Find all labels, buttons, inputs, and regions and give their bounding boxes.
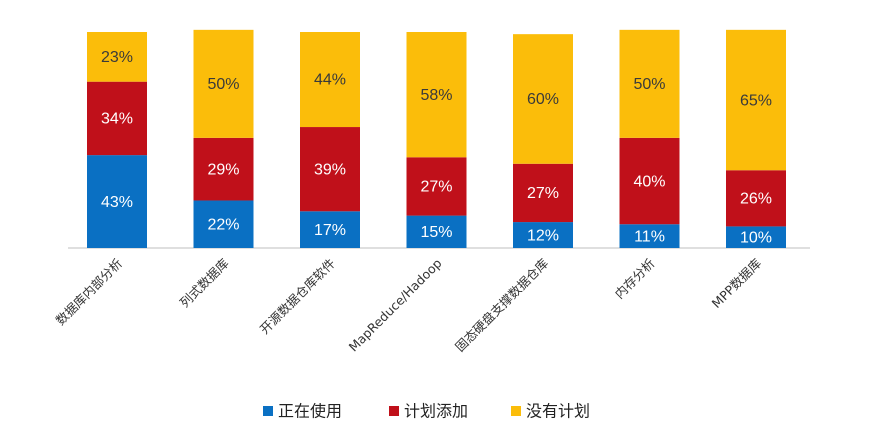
category-labels: 数据库内部分析 列式数据库 开源数据仓库软件 MapReduce/Hadoop 固态硬盘…	[53, 255, 764, 354]
data-label: 15%	[420, 224, 452, 241]
bar-segment	[726, 170, 786, 227]
data-label: 50%	[207, 76, 239, 93]
bar-segment	[300, 127, 360, 212]
data-label: 26%	[740, 191, 772, 208]
data-label: 12%	[527, 227, 559, 244]
data-label: 27%	[527, 185, 559, 202]
data-label: 34%	[101, 111, 133, 128]
bar-segment	[193, 29, 254, 138]
data-label: 22%	[207, 216, 239, 233]
bar-segment	[726, 29, 786, 171]
bar-segment	[300, 211, 360, 248]
category-label: MapReduce/Hadoop	[346, 255, 445, 354]
bar-segment	[87, 155, 147, 248]
bar-group: 43% 34% 23% 22% 29% 50% 17% 39% 44% 15% 27% 58% 12% 2…	[87, 29, 786, 248]
data-label: 29%	[207, 161, 239, 178]
bar-segment	[726, 226, 786, 248]
category-label: 数据库内部分析	[53, 256, 125, 328]
data-label: 40%	[633, 173, 665, 190]
bar-segment	[193, 137, 254, 201]
category-label: 内存分析	[612, 256, 658, 302]
legend-label: 没有计划	[526, 402, 590, 421]
data-label: 39%	[314, 161, 346, 178]
legend-label: 计划添加	[404, 402, 468, 421]
data-label: 17%	[314, 222, 346, 239]
data-label: 44%	[314, 72, 346, 89]
bar-segment	[513, 163, 573, 223]
data-label: 11%	[634, 228, 665, 245]
data-label: 50%	[633, 76, 665, 93]
bar-segment	[619, 137, 680, 225]
bar-segment	[406, 157, 467, 216]
category-label: 开源数据仓库软件	[257, 256, 338, 337]
bar-segment	[193, 200, 254, 248]
data-label: 10%	[740, 229, 772, 246]
bar-segment	[87, 81, 147, 156]
legend: 正在使用 计划添加 没有计划	[263, 402, 590, 421]
bar-segment	[87, 32, 147, 82]
data-label: 60%	[527, 91, 559, 108]
legend-label: 正在使用	[278, 402, 342, 421]
bar-segment	[406, 32, 467, 158]
legend-swatch	[263, 406, 273, 416]
data-label: 23%	[101, 49, 133, 66]
legend-swatch	[389, 406, 399, 416]
legend-swatch	[511, 406, 521, 416]
data-label: 58%	[420, 87, 452, 104]
data-label: 43%	[101, 194, 133, 211]
bar-segment	[513, 222, 573, 248]
bar-segment	[619, 29, 680, 138]
data-label: 27%	[420, 179, 452, 196]
data-label: 65%	[740, 92, 772, 109]
bar-segment	[619, 224, 680, 248]
bar-segment	[406, 215, 467, 248]
bar-segment	[300, 32, 360, 128]
category-label: MPP数据库	[709, 256, 764, 311]
category-label: 固态硬盘支撑数据仓库	[452, 256, 551, 355]
bar-segment	[513, 34, 573, 164]
category-label: 列式数据库	[177, 256, 232, 311]
